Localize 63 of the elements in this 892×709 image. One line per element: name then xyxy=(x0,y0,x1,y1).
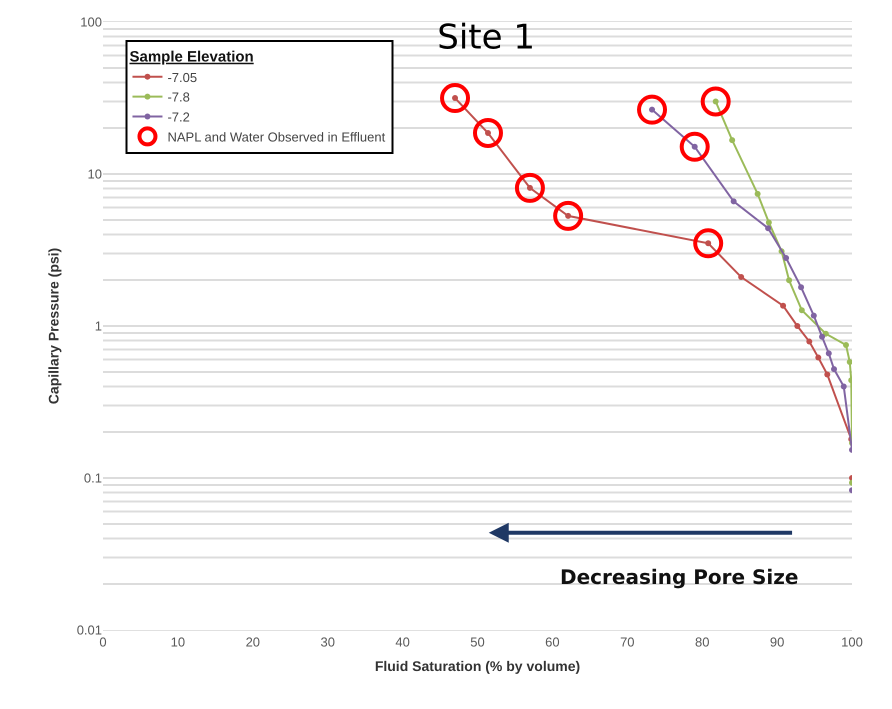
annotation: Decreasing Pore Size xyxy=(560,565,798,589)
point xyxy=(729,137,736,144)
point xyxy=(831,366,838,372)
point xyxy=(810,312,817,319)
y-tick-label: 100 xyxy=(80,14,102,30)
point xyxy=(705,240,712,246)
point xyxy=(798,307,805,314)
point xyxy=(754,190,761,197)
x-tick-label: 100 xyxy=(841,634,863,650)
point xyxy=(692,144,698,150)
point xyxy=(440,83,470,114)
point xyxy=(786,277,792,284)
legend-label: -7.8 xyxy=(167,90,190,105)
point xyxy=(780,302,786,309)
point xyxy=(826,350,832,356)
point xyxy=(783,255,790,262)
point xyxy=(819,334,826,340)
x-tick-label: 50 xyxy=(470,634,485,650)
point xyxy=(452,95,458,102)
y-tick-label: 10 xyxy=(88,166,102,182)
legend-label: -7.05 xyxy=(167,70,198,85)
point xyxy=(840,383,847,390)
legend-label: -7.2 xyxy=(167,110,190,125)
point xyxy=(730,198,737,204)
point xyxy=(843,342,850,348)
x-tick-label: 0 xyxy=(99,634,107,650)
point xyxy=(765,225,772,232)
legend-label: NAPL and Water Observed in Effluent xyxy=(167,129,386,144)
point xyxy=(637,94,668,125)
point xyxy=(806,338,812,345)
point xyxy=(738,274,744,280)
legend-title: Sample Elevation xyxy=(129,48,254,66)
point xyxy=(794,323,800,329)
point xyxy=(824,371,830,378)
point xyxy=(766,219,772,226)
point xyxy=(565,212,572,219)
x-tick-label: 60 xyxy=(545,634,560,650)
y-tick-label: 0.1 xyxy=(84,470,102,486)
point xyxy=(484,130,491,136)
point xyxy=(514,172,545,203)
point xyxy=(712,98,719,104)
x-tick-label: 20 xyxy=(246,634,260,650)
x-tick-label: 10 xyxy=(170,634,186,650)
y-tick-label: 0.01 xyxy=(76,622,102,638)
x-tick-label: 80 xyxy=(694,634,710,650)
point xyxy=(649,106,656,113)
point xyxy=(700,86,731,116)
point xyxy=(526,184,533,191)
chart-title: Site 1 xyxy=(437,18,535,58)
point xyxy=(693,228,724,258)
point xyxy=(680,132,710,162)
point xyxy=(473,118,503,148)
x-tick-label: 40 xyxy=(395,634,410,650)
point xyxy=(815,354,822,361)
x-axis-title: Fluid Saturation (% by volume) xyxy=(374,658,580,674)
x-tick-label: 30 xyxy=(320,634,335,650)
point xyxy=(553,200,584,231)
x-tick-label: 70 xyxy=(620,634,635,650)
point xyxy=(798,284,804,290)
x-tick-label: 90 xyxy=(770,634,784,650)
point xyxy=(846,358,852,365)
y-axis-title: Capillary Pressure (psi) xyxy=(45,248,62,404)
y-tick-label: 1 xyxy=(94,318,102,334)
